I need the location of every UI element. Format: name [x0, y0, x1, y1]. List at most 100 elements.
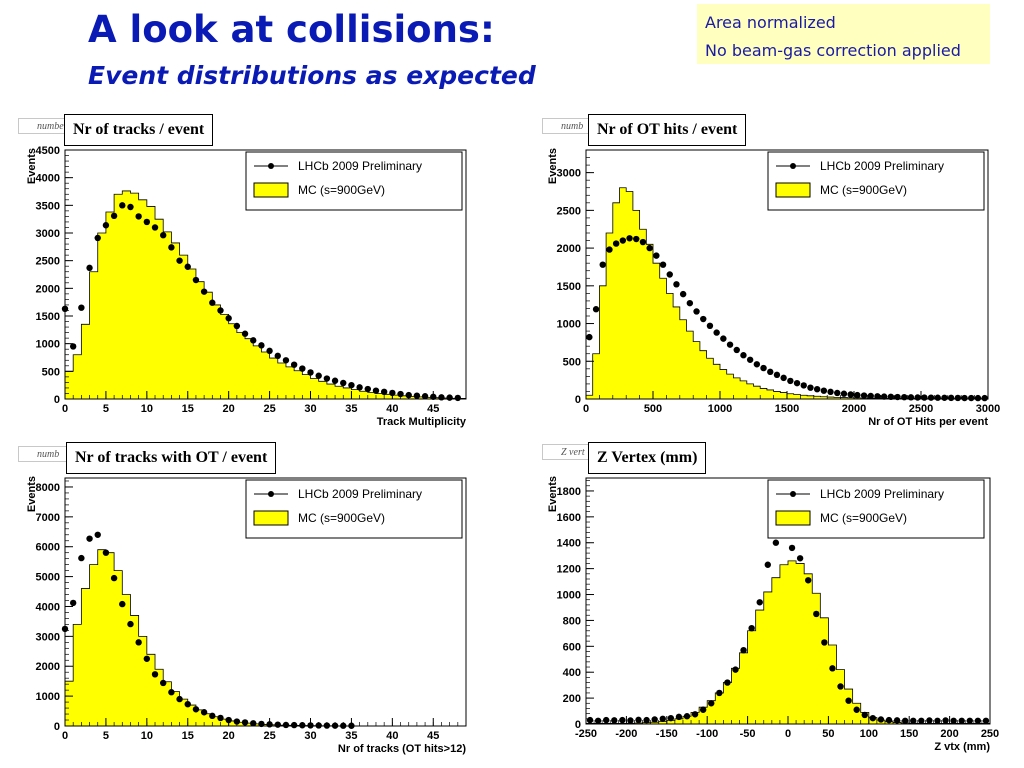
data-point	[686, 299, 694, 307]
y-tick-label: 800	[563, 615, 581, 627]
data-point	[764, 561, 771, 568]
data-point	[679, 290, 687, 298]
y-tick-label: 3000	[36, 228, 60, 240]
data-point	[266, 347, 273, 355]
data-point	[941, 394, 948, 401]
x-tick-label: 20	[223, 403, 235, 415]
x-tick-label: 100	[860, 728, 878, 740]
data-point	[820, 387, 828, 394]
legend-label-data: LHCb 2009 Preliminary	[820, 487, 944, 501]
data-point	[732, 666, 739, 673]
data-point	[209, 299, 216, 306]
data-point	[733, 346, 740, 354]
legend: LHCb 2009 Preliminary MC (s=900GeV)	[245, 151, 463, 211]
stat-box-tab: number	[18, 118, 68, 134]
data-point	[627, 717, 634, 724]
data-point	[788, 544, 796, 552]
data-point	[119, 600, 126, 608]
y-tick-label: 6000	[36, 542, 60, 554]
data-point	[974, 717, 982, 724]
x-tick-label: 5	[103, 403, 109, 415]
y-tick-label: 1000	[36, 691, 60, 703]
axis-ticks: 0 5 10 15 20 25 30 35 40 45 0 500 1000 1500 2000 2500 30…	[36, 145, 467, 415]
y-tick-label: 2500	[36, 256, 60, 268]
data-point	[176, 257, 183, 264]
legend-label-data: LHCb 2009 Preliminary	[298, 159, 422, 173]
data-point	[274, 352, 281, 360]
panel-label: Nr of tracks with OT / event	[66, 442, 277, 474]
x-tick-label: 1500	[775, 403, 799, 415]
data-point	[934, 394, 941, 401]
data-point	[772, 539, 780, 546]
y-tick-label: 500	[42, 366, 60, 378]
data-point	[748, 624, 755, 632]
y-tick-label: 200	[563, 693, 581, 705]
x-tick-label: 20	[223, 730, 235, 742]
x-tick-label: 150	[900, 728, 918, 740]
data-point	[885, 716, 893, 724]
data-point	[753, 361, 761, 368]
stat-box-tab: Z vert	[542, 444, 592, 460]
x-tick-label: 2000	[842, 403, 866, 415]
panel-label: Nr of tracks / event	[64, 114, 214, 146]
chart-svg: -250 -200 -150 -100 -50 0 50 100 150 200 250 0 200 40…	[547, 476, 999, 753]
y-tick-label: 1000	[557, 590, 581, 602]
x-tick-label: 15	[182, 403, 194, 415]
x-tick-label: 5	[103, 730, 109, 742]
data-point	[767, 368, 774, 376]
y-tick-label: 1800	[557, 486, 581, 498]
x-axis-label: Nr of OT Hits per event	[868, 416, 988, 428]
y-tick-label: 5000	[36, 572, 60, 584]
data-point	[340, 379, 347, 387]
data-point	[603, 716, 610, 724]
stat-box-tab: numb	[18, 446, 68, 462]
y-tick-label: 0	[54, 721, 60, 733]
data-point	[233, 718, 241, 725]
data-point	[606, 246, 613, 253]
data-point	[716, 689, 723, 697]
data-point	[699, 706, 707, 713]
data-point	[981, 394, 988, 402]
plot-frame	[64, 477, 467, 727]
data-point	[961, 394, 968, 402]
data-point	[102, 222, 110, 229]
data-point	[926, 717, 933, 724]
legend-label-mc: MC (s=900GeV)	[820, 183, 907, 197]
data-point	[807, 384, 814, 391]
legend-marker-dot	[790, 491, 796, 497]
data-point	[176, 695, 183, 703]
legend-marker-dot	[268, 163, 274, 169]
data-point	[847, 391, 854, 398]
data-point	[693, 308, 700, 315]
legend: LHCb 2009 Preliminary MC (s=900GeV)	[767, 151, 985, 211]
data-point	[372, 387, 380, 394]
x-tick-label: 1000	[708, 403, 732, 415]
data-point	[110, 574, 118, 582]
data-point	[127, 620, 134, 628]
x-tick-label: 0	[785, 728, 791, 740]
data-point	[673, 281, 680, 288]
y-tick-label: 2000	[557, 243, 581, 255]
data-point	[635, 716, 642, 724]
data-point	[78, 304, 85, 311]
data-point	[611, 717, 618, 724]
data-point	[86, 535, 93, 542]
data-point	[127, 203, 134, 211]
x-tick-label: 3000	[976, 403, 1000, 415]
x-tick-label: 40	[386, 730, 398, 742]
x-tick-label: 45	[427, 403, 439, 415]
data-point	[966, 717, 973, 724]
data-point	[877, 716, 885, 723]
x-tick-label: 0	[62, 730, 68, 742]
x-tick-label: 35	[345, 403, 357, 415]
data-point	[901, 717, 909, 724]
chart-svg: 0 5 10 15 20 25 30 35 40 45 0 1000 2000 3000 4000 5000 6…	[26, 476, 467, 755]
legend-fill-swatch	[775, 182, 811, 198]
data-point	[853, 706, 860, 713]
data-point	[713, 329, 720, 336]
data-point	[861, 711, 868, 719]
x-tick-label: 0	[583, 403, 589, 415]
data-point	[315, 372, 322, 379]
data-point	[184, 700, 191, 708]
data-point	[921, 394, 928, 401]
